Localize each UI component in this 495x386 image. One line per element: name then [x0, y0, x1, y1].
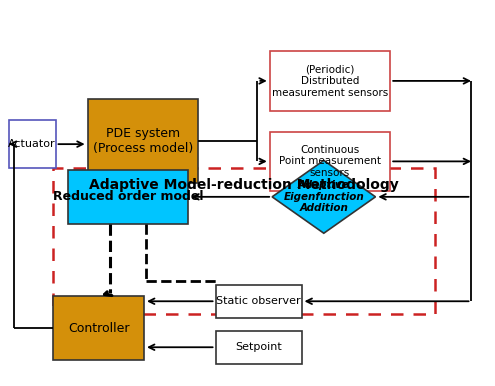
Polygon shape	[272, 161, 376, 233]
FancyBboxPatch shape	[88, 99, 198, 183]
Text: Adaptive Model-reduction Methodology: Adaptive Model-reduction Methodology	[89, 178, 398, 192]
Text: (Periodic)
Distributed
measurement sensors: (Periodic) Distributed measurement senso…	[272, 64, 388, 98]
Text: Setpoint: Setpoint	[235, 342, 282, 352]
FancyBboxPatch shape	[68, 170, 189, 223]
Text: Actuator: Actuator	[8, 139, 56, 149]
Text: PDE system
(Process model): PDE system (Process model)	[93, 127, 193, 155]
Text: Static observer: Static observer	[216, 296, 301, 306]
FancyBboxPatch shape	[215, 331, 301, 364]
FancyBboxPatch shape	[53, 296, 144, 360]
FancyBboxPatch shape	[270, 51, 390, 111]
FancyBboxPatch shape	[9, 120, 55, 168]
Text: Reduced order model: Reduced order model	[53, 190, 203, 203]
Text: Controller: Controller	[68, 322, 129, 335]
Text: Adaptive
Eigenfunction
Addition: Adaptive Eigenfunction Addition	[284, 180, 364, 213]
FancyBboxPatch shape	[270, 132, 390, 191]
Text: Continuous
Point measurement
sensors: Continuous Point measurement sensors	[279, 145, 381, 178]
FancyBboxPatch shape	[215, 285, 301, 318]
